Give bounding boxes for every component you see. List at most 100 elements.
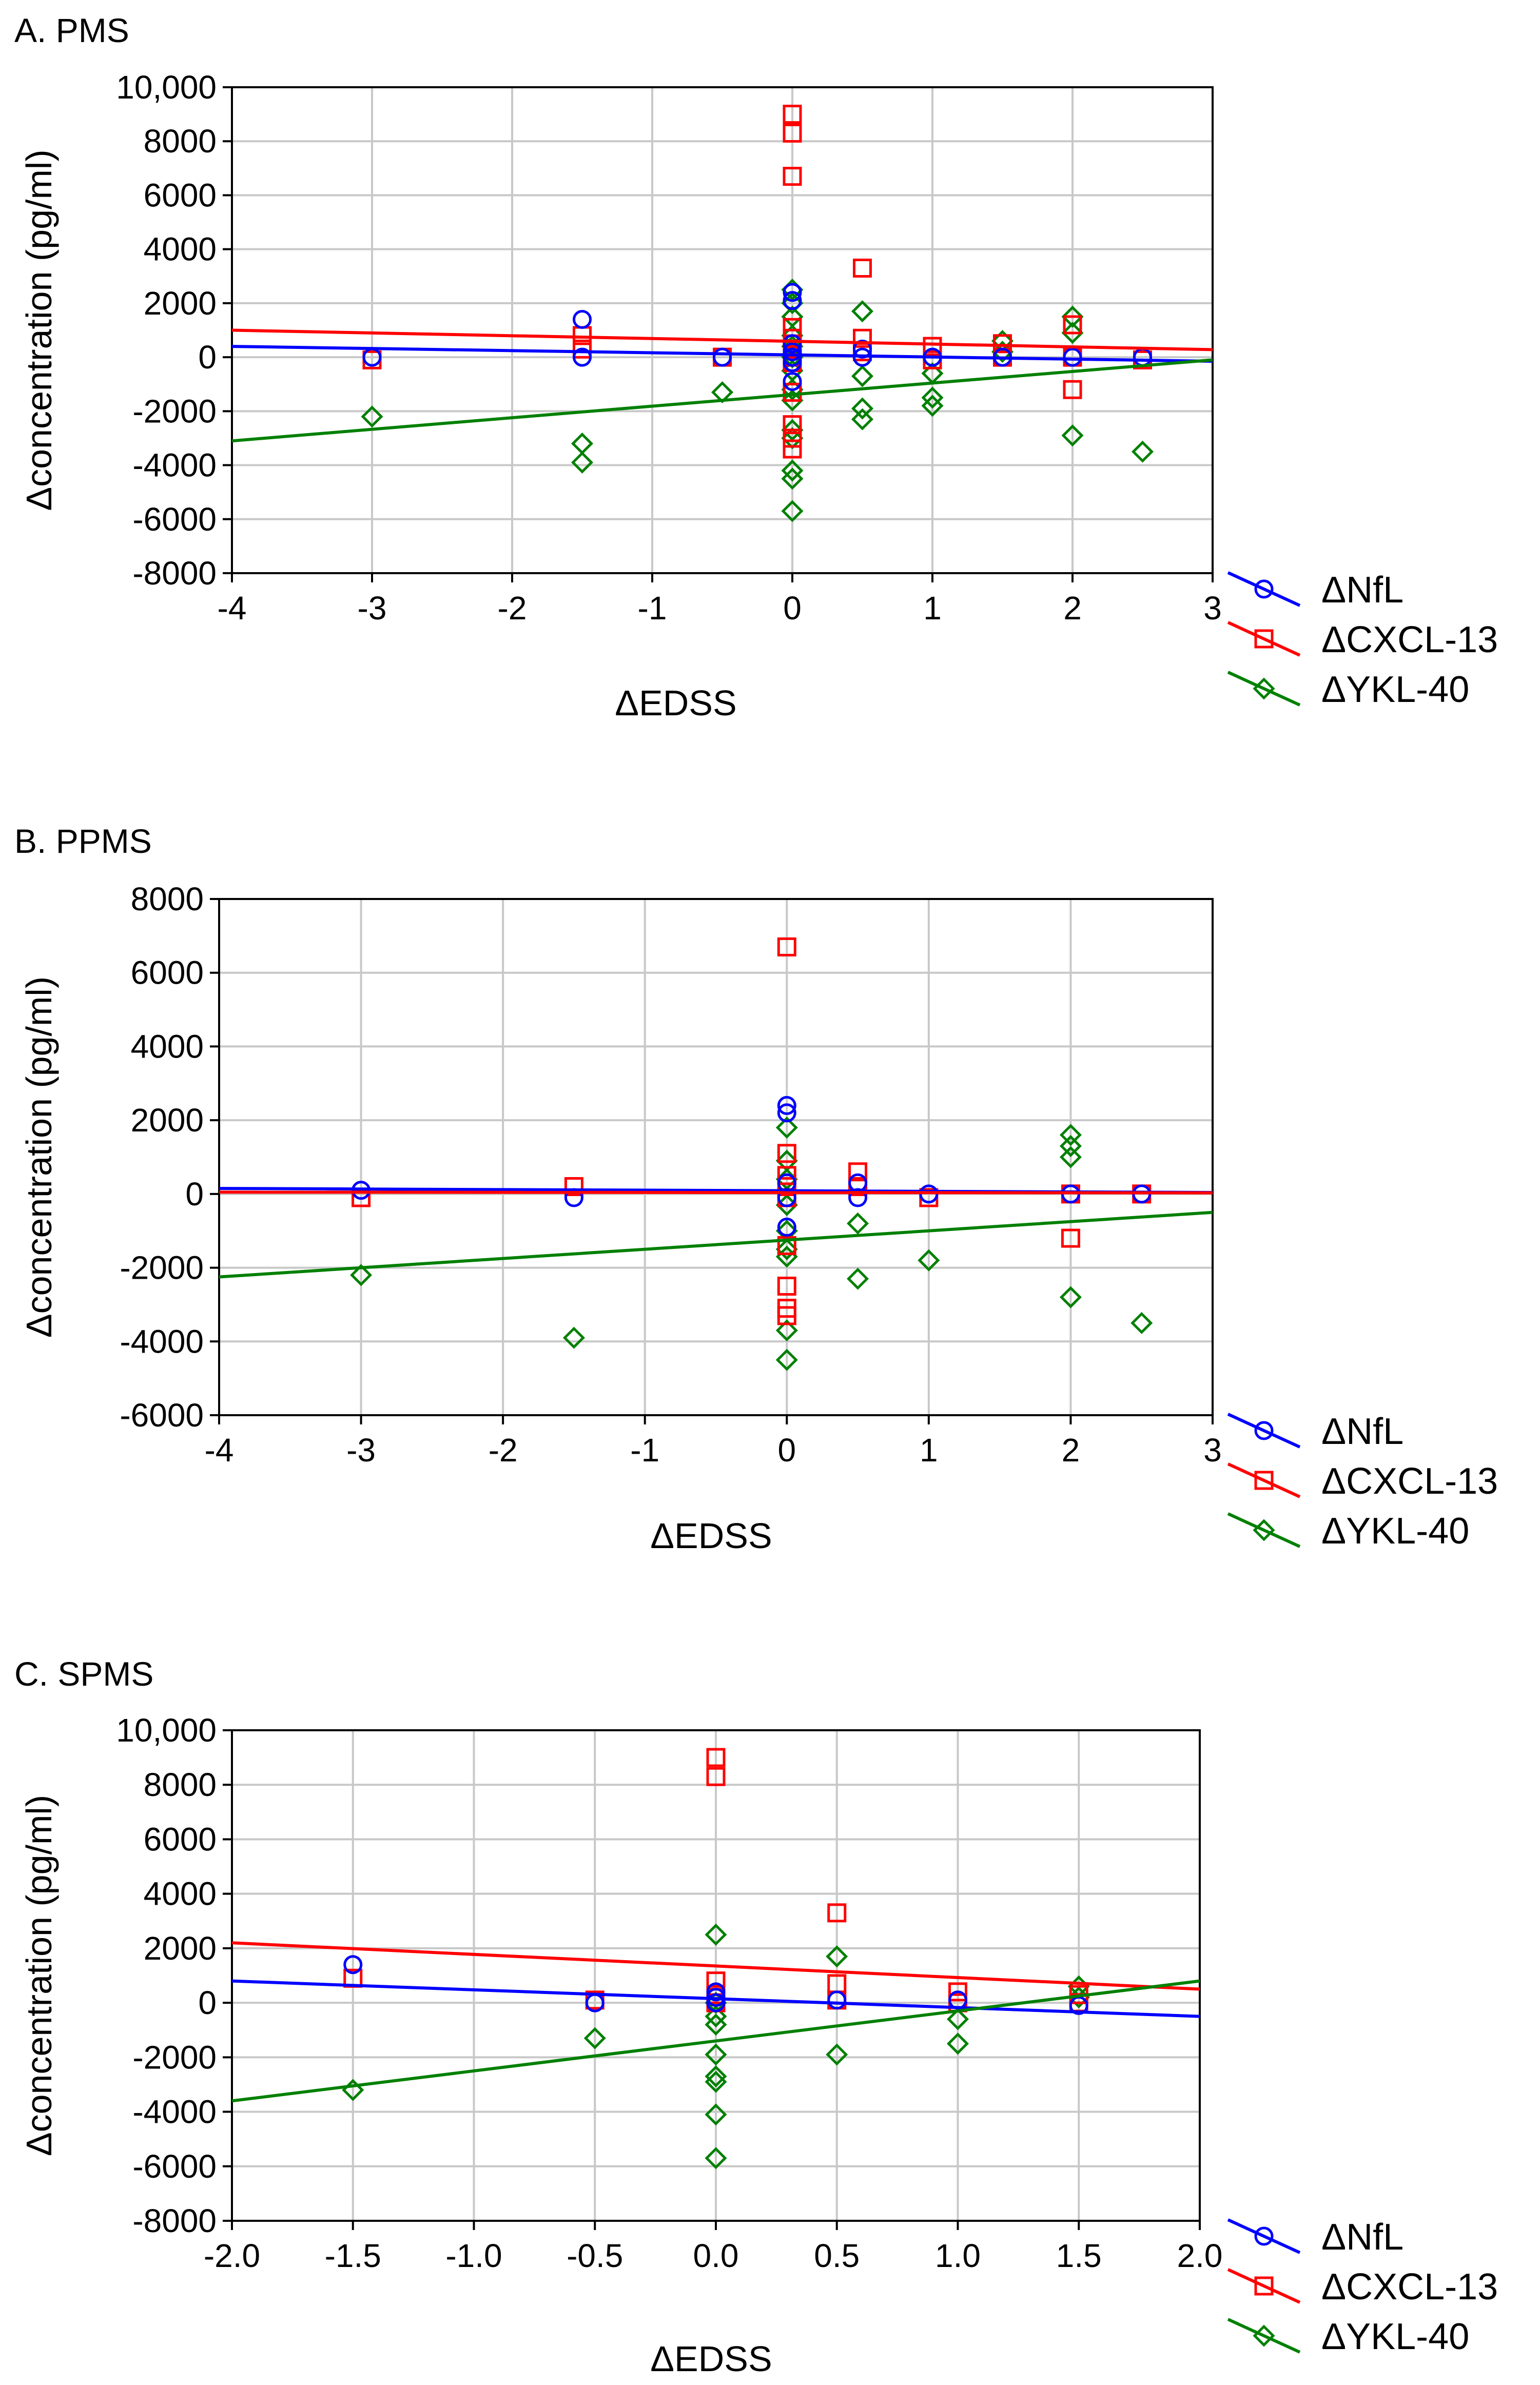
x-tick-label: 0.5 xyxy=(814,2237,860,2274)
y-tick-label: 0 xyxy=(198,339,217,376)
chart-panel-2: B. PPMS -4 -3 -2 -1 0 1 2 3 -6000 -4000 -2000 0 2000 4… xyxy=(14,822,1498,1556)
circle-point xyxy=(783,342,802,362)
legend-marker xyxy=(1253,677,1275,700)
diamond-point xyxy=(781,500,804,522)
legend-marker xyxy=(1253,1519,1275,1541)
fit-line xyxy=(232,328,1213,351)
diamond-point xyxy=(781,459,804,482)
y-tick-label: 8000 xyxy=(144,1766,217,1803)
circle-point xyxy=(573,347,592,367)
x-axis-label: ΔEDSS xyxy=(650,2339,772,2379)
legend-line xyxy=(1227,1413,1301,1449)
x-tick-label: 0 xyxy=(783,590,802,627)
panel-title: C. SPMS xyxy=(14,1655,153,1693)
diamond-point xyxy=(851,300,874,323)
square-point xyxy=(783,123,802,143)
y-tick-label: -6000 xyxy=(132,501,217,538)
diamond-point xyxy=(705,1923,727,1946)
diamond-point xyxy=(946,2008,969,2030)
panel-title: B. PPMS xyxy=(14,822,152,860)
square-point xyxy=(777,937,796,956)
x-tick-label: -1 xyxy=(638,590,667,627)
legend: ΔNfL ΔCXCL-13 ΔYKL-40 xyxy=(1227,2217,1498,2357)
circle-point xyxy=(827,1990,847,2010)
circle-point xyxy=(783,347,802,367)
diamond-point xyxy=(775,1116,798,1139)
legend-line xyxy=(1227,571,1301,607)
square-point xyxy=(783,105,802,124)
square-point xyxy=(706,1748,726,1767)
legend-label: ΔYKL-40 xyxy=(1321,2316,1469,2357)
y-tick-label: 2000 xyxy=(144,1930,217,1967)
y-tick-label: 2000 xyxy=(144,285,217,322)
diamond-point xyxy=(705,2013,727,2036)
diamond-point xyxy=(705,2065,727,2088)
square-point xyxy=(1061,1228,1080,1248)
square-point xyxy=(777,1277,796,1296)
x-tick-label: 1 xyxy=(920,1432,938,1469)
square-point xyxy=(777,1236,796,1255)
x-tick-label: -2.0 xyxy=(204,2237,260,2274)
x-tick-label: 0.0 xyxy=(693,2237,739,2274)
diamond-point xyxy=(562,1326,585,1349)
x-tick-label: -1.0 xyxy=(445,2237,502,2274)
y-tick-label: 4000 xyxy=(131,1028,204,1065)
data-layer xyxy=(232,1748,1200,2169)
square-point xyxy=(1063,315,1082,335)
y-tick-label: 10,000 xyxy=(116,69,217,106)
diamond-point xyxy=(705,2070,727,2093)
chart-panel-3: C. SPMS -2.0 -1.5 -1.0 -0.5 0.0 0.5 1.0 1.5 2.0 -8… xyxy=(14,1655,1498,2379)
square-point xyxy=(923,337,942,356)
circle-point xyxy=(777,1103,796,1123)
x-tick-label: -2 xyxy=(489,1432,518,1469)
legend-line xyxy=(1227,2268,1301,2304)
x-tick-label: -3 xyxy=(346,1432,376,1469)
diamond-point xyxy=(826,2043,848,2066)
square-point xyxy=(1063,380,1082,399)
x-tick-label: 2.0 xyxy=(1177,2237,1223,2274)
chart-panel-1: A. PMS -4 -3 -2 -1 0 1 2 3 -8000 -6000 -4000 -2000 0 2… xyxy=(14,11,1498,723)
square-point xyxy=(783,383,802,402)
legend-line xyxy=(1227,1462,1301,1498)
legend: ΔNfL ΔCXCL-13 ΔYKL-40 xyxy=(1227,570,1498,710)
circle-point xyxy=(343,1955,363,1975)
y-tick-label: 0 xyxy=(198,1984,217,2021)
x-axis-label: ΔEDSS xyxy=(650,1516,772,1556)
x-axis-label: ΔEDSS xyxy=(615,683,736,723)
square-point xyxy=(777,1144,796,1163)
diamond-point xyxy=(946,2032,969,2055)
y-tick-label: 8000 xyxy=(131,881,204,917)
diamond-point xyxy=(851,397,874,420)
fit-line xyxy=(219,1210,1213,1279)
x-tick-label: -1.5 xyxy=(325,2237,381,2274)
legend-label: ΔNfL xyxy=(1321,570,1403,611)
y-tick-label: -2000 xyxy=(132,2039,217,2076)
square-point xyxy=(777,1166,796,1185)
x-tick-label: 2 xyxy=(1063,590,1082,627)
x-tick-label: 1 xyxy=(923,590,942,627)
legend-line xyxy=(1227,2318,1301,2354)
x-tick-label: -4 xyxy=(218,590,247,627)
x-tick-label: 3 xyxy=(1203,1432,1222,1469)
x-tick-label: 3 xyxy=(1203,590,1222,627)
y-tick-label: 0 xyxy=(185,1176,204,1213)
square-point xyxy=(706,1767,726,1786)
y-tick-label: 6000 xyxy=(144,1821,217,1858)
plot-area xyxy=(219,899,1213,1415)
y-tick-label: 4000 xyxy=(144,231,217,268)
square-point xyxy=(564,1177,583,1196)
legend: ΔNfL ΔCXCL-13 ΔYKL-40 xyxy=(1227,1411,1498,1552)
diamond-point xyxy=(705,2043,727,2066)
y-tick-label: -2000 xyxy=(120,1249,204,1286)
legend-label: ΔYKL-40 xyxy=(1321,1511,1469,1552)
diamond-point xyxy=(583,2027,606,2049)
circle-point xyxy=(783,291,802,310)
diamond-point xyxy=(918,1249,940,1272)
y-tick-label: -4000 xyxy=(120,1323,204,1360)
square-point xyxy=(948,1982,967,2002)
legend-label: ΔCXCL-13 xyxy=(1321,1461,1498,1502)
diamond-point xyxy=(1059,1146,1082,1168)
square-point xyxy=(783,415,802,435)
y-tick-label: 8000 xyxy=(144,123,217,160)
